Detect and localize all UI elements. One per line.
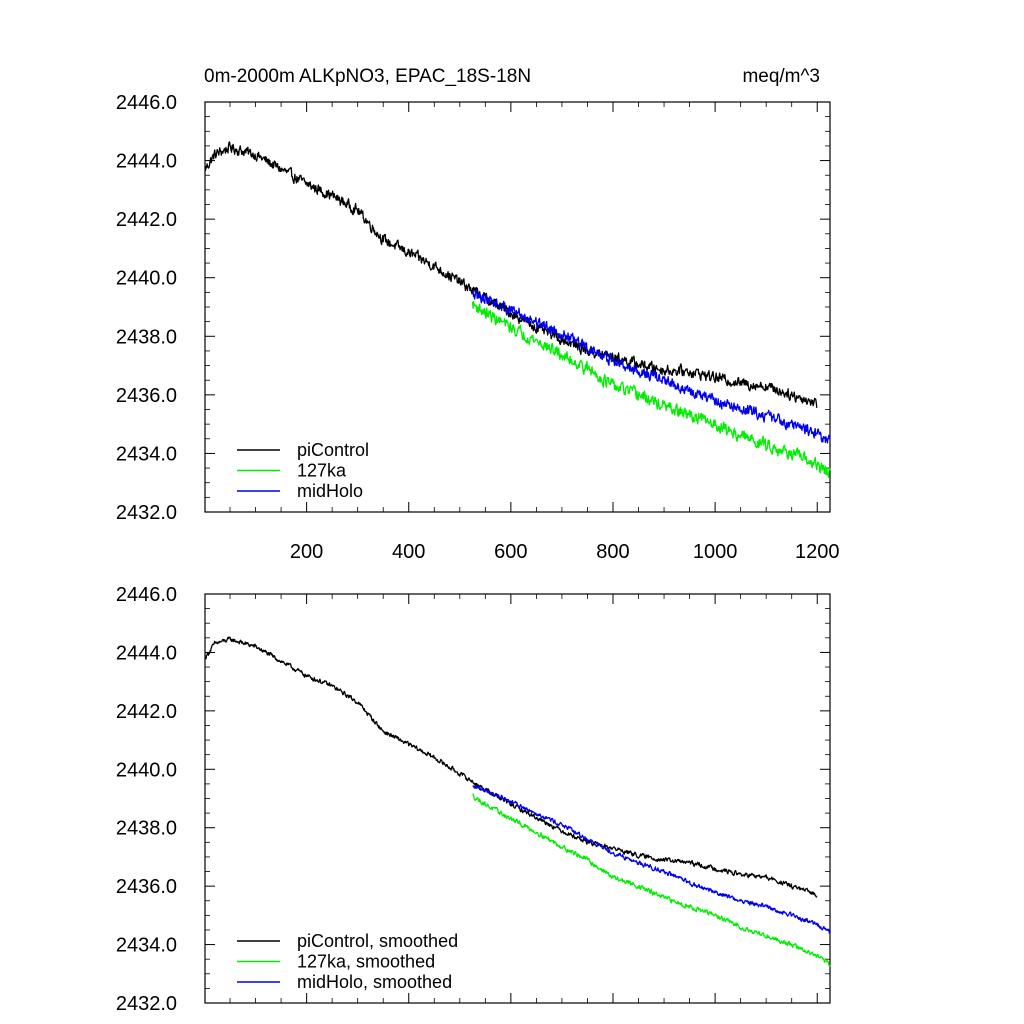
y-tick-label: 2446.0 [116, 584, 177, 606]
y-tick-label: 2446.0 [116, 92, 177, 114]
y-tick-label: 2436.0 [116, 876, 177, 898]
y-tick-label: 2442.0 [116, 209, 177, 231]
legend-label: 127ka [297, 461, 347, 481]
series-line-midholo [472, 785, 831, 934]
y-tick-label: 2432.0 [116, 502, 177, 524]
y-tick-label: 2432.0 [116, 993, 177, 1015]
series-line-127ka [471, 300, 831, 478]
y-tick-label: 2436.0 [116, 385, 177, 407]
y-tick-label: 2434.0 [116, 443, 177, 465]
x-tick-label: 200 [290, 541, 323, 563]
legend-label: midHolo [297, 481, 363, 501]
y-tick-label: 2438.0 [116, 818, 177, 840]
x-tick-label: 400 [392, 541, 425, 563]
y-tick-label: 2440.0 [116, 759, 177, 781]
y-tick-label: 2444.0 [116, 151, 177, 173]
y-tick-label: 2438.0 [116, 326, 177, 348]
legend-label: piControl [297, 440, 369, 460]
y-tick-label: 2444.0 [116, 642, 177, 664]
y-tick-label: 2434.0 [116, 935, 177, 957]
x-tick-label: 1000 [693, 541, 738, 563]
series-line-picontrol [204, 636, 818, 898]
legend-label: piControl, smoothed [297, 931, 458, 951]
y-tick-label: 2442.0 [116, 701, 177, 723]
x-tick-label: 1200 [795, 541, 840, 563]
bottom-panel: 2432.0 2434.0 2436.0 2438.0 2440.0 2442.0 2444… [116, 584, 831, 1015]
chart-title: 0m-2000m ALKpNO3, EPAC_18S-18N [204, 66, 531, 87]
chart-units: meq/m^3 [742, 66, 820, 87]
legend-label: midHolo, smoothed [297, 972, 452, 992]
series-line-picontrol [204, 141, 818, 409]
x-tick-label: 800 [596, 541, 629, 563]
top-panel: 2432.0 2434.0 2436.0 2438.0 2440.0 2442.0 2444… [116, 92, 840, 563]
x-tick-label: 600 [494, 541, 527, 563]
legend-label: 127ka, smoothed [297, 952, 435, 972]
y-tick-label: 2440.0 [116, 268, 177, 290]
series-line-midholo [471, 288, 831, 444]
series-line-127ka [472, 793, 831, 968]
